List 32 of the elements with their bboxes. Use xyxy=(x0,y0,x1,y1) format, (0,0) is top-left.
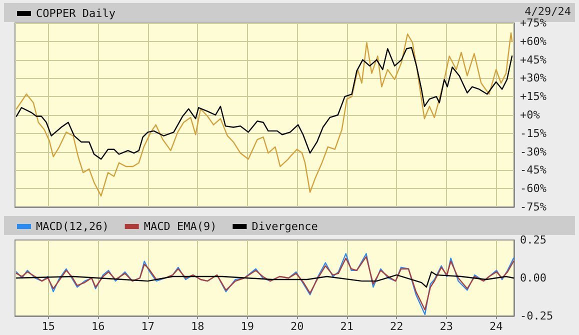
x-tick-label: 21 xyxy=(340,320,354,333)
y-tick-label: +0% xyxy=(520,108,540,122)
y-tick-label: -45% xyxy=(520,164,547,177)
y-tick-label: +30% xyxy=(520,72,547,85)
x-tick-label: 16 xyxy=(91,320,105,333)
x-tick-label: 24 xyxy=(489,320,504,333)
x-tick-label: 19 xyxy=(240,320,254,333)
y-tick-label: +15% xyxy=(520,90,547,104)
line-series xyxy=(16,271,514,288)
line-series xyxy=(16,32,513,197)
legend-label: MACD(12,26) xyxy=(36,220,109,233)
x-tick-label: 22 xyxy=(390,320,404,333)
text: 4/29/24 xyxy=(524,5,572,18)
legend-label: COPPER Daily xyxy=(36,7,116,20)
legend-label: MACD EMA(9) xyxy=(144,220,217,233)
y-tick-label: +60% xyxy=(520,34,547,48)
y-tick-label: -75% xyxy=(520,200,547,214)
y-tick-label: 0.00 xyxy=(520,272,546,284)
x-tick-label: 23 xyxy=(440,320,453,333)
y-tick-label: -60% xyxy=(520,182,547,196)
legend-label: Divergence xyxy=(252,220,318,233)
y-tick-label: +45% xyxy=(520,53,547,66)
y-tick-label: -15% xyxy=(520,126,547,140)
line-series xyxy=(16,46,513,160)
y-tick-label: -30% xyxy=(520,145,547,158)
x-tick-label: 18 xyxy=(190,320,204,333)
y-tick-label: 0.25 xyxy=(520,234,546,246)
x-tick-label: 20 xyxy=(290,320,304,333)
y-tick-label: +75% xyxy=(520,16,547,30)
y-tick-label: -0.25 xyxy=(520,310,554,322)
x-tick-label: 15 xyxy=(42,320,55,333)
x-tick-label: 17 xyxy=(141,320,154,333)
